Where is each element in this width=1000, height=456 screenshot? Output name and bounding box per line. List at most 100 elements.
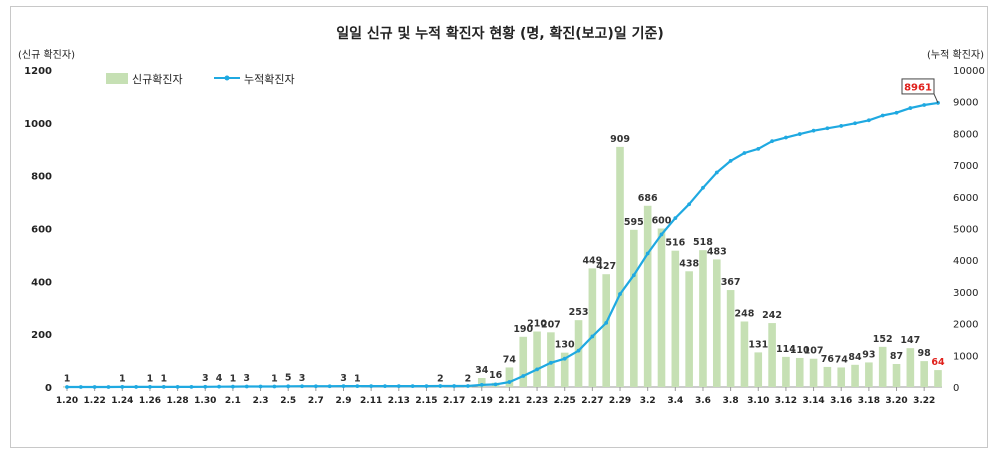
- left-tick-label: 400: [31, 277, 52, 288]
- x-tick-label: 1.28: [166, 396, 188, 406]
- bar-value-label: 1: [64, 374, 71, 385]
- bar: [519, 336, 528, 387]
- line-point: [687, 202, 692, 207]
- x-tick-label: 3.18: [858, 396, 880, 406]
- bar-value-label: 93: [862, 349, 875, 360]
- line-point: [272, 384, 277, 389]
- line-point: [479, 383, 484, 387]
- left-tick-label: 200: [31, 330, 52, 341]
- line-point: [134, 385, 139, 389]
- line-point: [825, 126, 830, 131]
- line-point: [424, 384, 429, 389]
- line-point: [673, 216, 678, 221]
- x-tick-label: 3.4: [667, 396, 683, 406]
- bar: [630, 229, 638, 387]
- line-point: [659, 232, 664, 237]
- bar-value-label: 131: [748, 339, 768, 350]
- line-point: [92, 385, 97, 389]
- right-tick-label: 2000: [953, 320, 978, 331]
- line-point: [728, 158, 733, 163]
- bar-value-label: 4: [216, 373, 223, 384]
- bar: [547, 332, 555, 387]
- bar-value-label: 1: [119, 374, 126, 385]
- legend-bar-swatch: [106, 73, 128, 84]
- line-point: [770, 139, 774, 144]
- chart-title: 일일 신규 및 누적 확진자 현황 (명, 확진(보고)일 기준): [336, 25, 664, 42]
- line-point: [866, 118, 871, 123]
- bar: [795, 357, 804, 387]
- bar: [574, 320, 583, 387]
- bar: [823, 366, 832, 387]
- line-point: [742, 151, 747, 155]
- left-tick-label: 1000: [24, 119, 52, 130]
- bar-value-label: 600: [652, 216, 672, 227]
- bar-value-label: 438: [679, 258, 699, 269]
- bar-value-label: 518: [693, 237, 713, 248]
- bar-value-label: 3: [340, 373, 347, 384]
- line-point: [244, 384, 249, 389]
- bar: [671, 250, 680, 387]
- bar-value-label: 98: [918, 348, 932, 359]
- line-point: [161, 384, 166, 389]
- line-point: [258, 384, 263, 389]
- bar: [657, 228, 666, 387]
- legend: 신규확진자 누적확진자: [106, 73, 295, 86]
- line-point: [922, 103, 927, 107]
- line-point: [784, 135, 788, 140]
- cumulative-line: [65, 101, 940, 389]
- line-point: [231, 384, 235, 389]
- line-point: [410, 384, 415, 389]
- legend-line-label: 누적확진자: [244, 73, 295, 86]
- bar: [560, 352, 569, 387]
- line-point: [811, 128, 816, 133]
- bar-value-label: 2: [465, 373, 472, 384]
- left-tick-label: 800: [31, 172, 52, 183]
- bar: [768, 323, 776, 387]
- bar-value-label: 152: [873, 334, 893, 345]
- bar-value-label: 34: [475, 365, 489, 376]
- left-tick-label: 0: [45, 383, 52, 394]
- bar: [837, 367, 846, 387]
- bar-value-label: 74: [835, 354, 849, 365]
- legend-bar-label: 신규확진자: [132, 73, 183, 86]
- line-point: [576, 348, 581, 353]
- bar-value-label: 1: [147, 374, 154, 385]
- x-tick-label: 2.11: [360, 396, 382, 406]
- bar-value-label: 449: [582, 255, 602, 266]
- x-tick-label: 3.2: [640, 396, 656, 406]
- bar-value-label: 84: [848, 352, 862, 363]
- bar-value-label: 1: [230, 374, 237, 385]
- line-point: [189, 384, 194, 389]
- line-point: [535, 367, 539, 372]
- bar-value-label: 130: [555, 340, 575, 351]
- bar-value-label: 2: [437, 373, 444, 384]
- bar: [477, 378, 486, 387]
- bar-value-label: 1: [271, 374, 278, 385]
- line-point: [300, 384, 304, 389]
- x-tick-label: 2.9: [336, 396, 352, 406]
- line-point: [590, 334, 595, 339]
- x-tick-label: 2.19: [471, 396, 493, 406]
- bar: [616, 146, 624, 387]
- right-tick-label: 5000: [953, 225, 978, 236]
- x-tick-label: 2.21: [498, 396, 520, 406]
- bar: [754, 352, 763, 387]
- x-tick-label: 3.8: [723, 396, 739, 406]
- bar: [782, 356, 790, 387]
- bars: [63, 146, 942, 388]
- bar-value-label: 147: [900, 335, 920, 346]
- bar: [906, 348, 915, 387]
- line-point: [714, 170, 719, 175]
- x-tick-label: 2.1: [225, 396, 241, 406]
- bar-value-label: 210: [527, 319, 547, 330]
- x-tick-label: 3.16: [830, 396, 852, 406]
- line-point: [756, 146, 761, 151]
- line-point: [701, 185, 705, 190]
- line-point: [203, 384, 208, 389]
- x-tick-label: 1.24: [111, 396, 133, 406]
- bar-value-label: 64: [931, 357, 945, 368]
- line-point: [521, 374, 526, 378]
- right-tick-label: 7000: [953, 161, 978, 172]
- bar: [726, 290, 735, 387]
